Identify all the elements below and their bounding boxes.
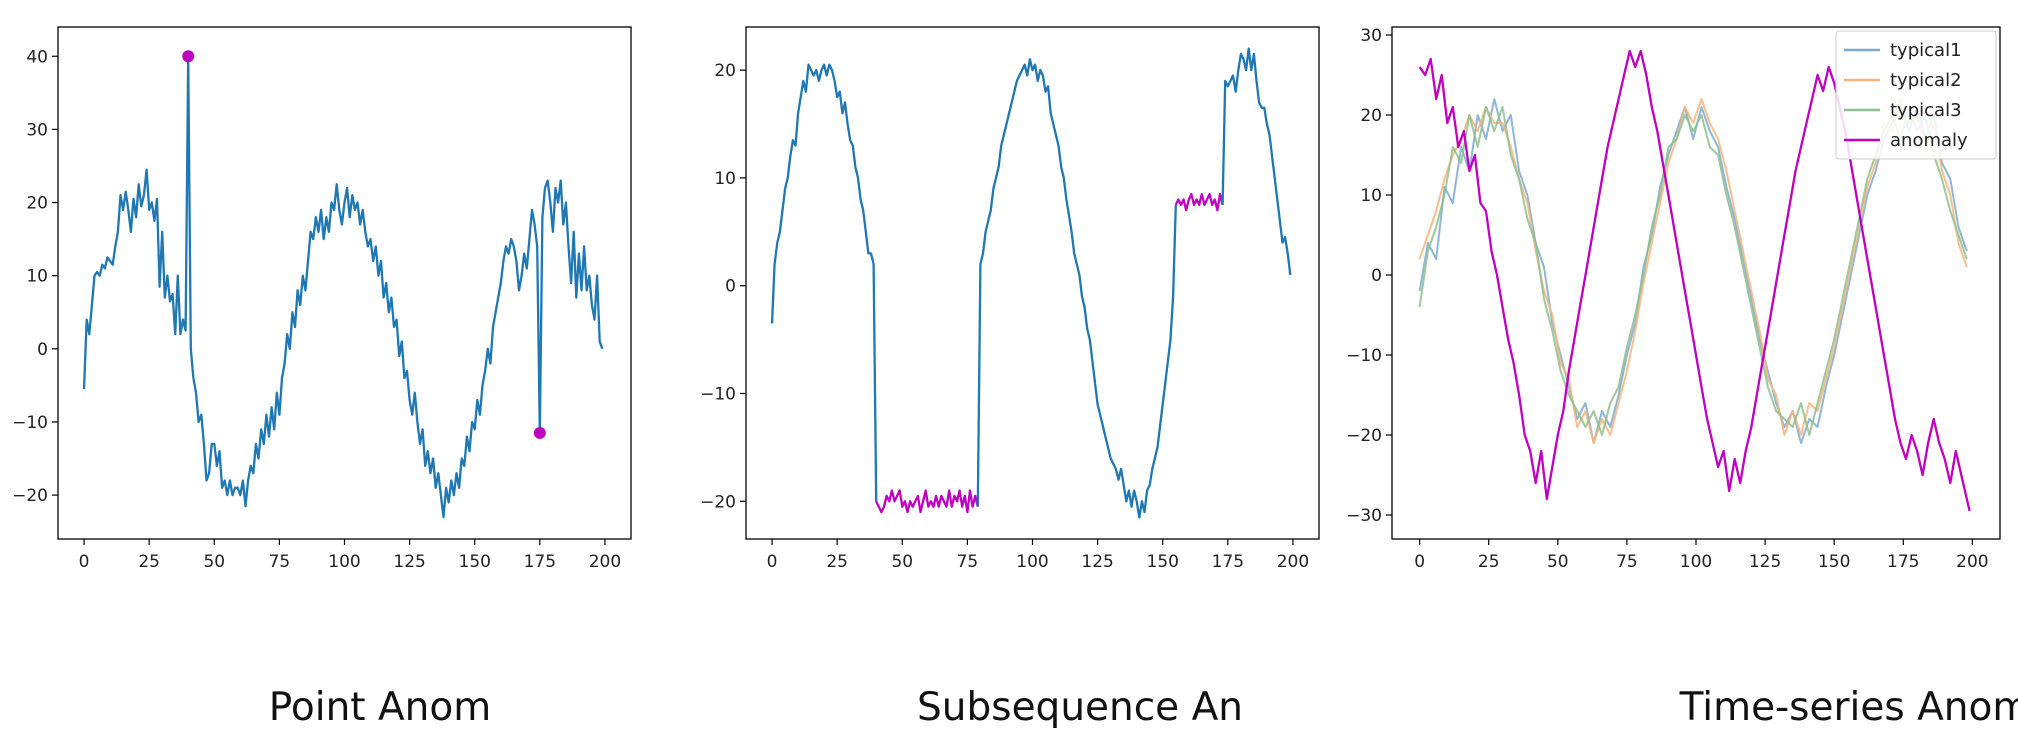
chart-panel-2: 0 25 50 75 100 125 150 175 200 −20 −10 0 10 20 Subsequ… [700,26,1320,730]
legend-label: anomaly [1890,130,1968,151]
x-tick-label: 200 [1277,552,1309,572]
x-tick-label: 0 [79,552,90,572]
anomaly-marker [182,50,195,63]
chart-panel-1: 0 25 50 75 100 125 150 175 200 −20 −10 0 10 20 30 40 Poi… [12,26,632,730]
x-tick-label: 175 [1887,552,1919,572]
series-line-5 [1221,47,1292,276]
legend-label: typical2 [1890,70,1962,91]
y-tick-label: 0 [37,340,48,360]
x-tick-label: 0 [767,552,778,572]
y-tick-label: −20 [12,486,48,506]
x-tick-label: 150 [1818,552,1850,572]
series-line-3 [976,58,1177,519]
series-line-1 [770,63,878,502]
y-tick-label: −30 [1346,506,1382,526]
x-tick-label: 50 [203,552,225,572]
x-tick-label: 125 [1081,552,1113,572]
y-tick-label: 0 [1371,266,1382,286]
series-line-typical1 [1418,98,1968,444]
x-tick-label: 75 [1616,552,1638,572]
x-tick-label: 175 [524,552,556,572]
x-tick-label: 200 [1956,552,1988,572]
x-tick-label: 200 [589,552,621,572]
legend-label: typical3 [1890,100,1962,121]
y-tick-label: −20 [1346,426,1382,446]
x-tick-label: 75 [957,552,979,572]
y-tick-label: 20 [1360,106,1382,126]
x-tick-label: 75 [269,552,291,572]
x-tick-label: 175 [1212,552,1244,572]
y-tick-label: 40 [26,47,48,67]
chart-panel-3: 0 25 50 75 100 125 150 175 200 −30 −20 −10 0 10 20 30 ty… [1346,26,2018,730]
x-tick-label: 50 [891,552,913,572]
legend-label: typical1 [1890,40,1962,61]
chart-caption: Point Anom [269,685,491,730]
y-tick-label: 10 [26,267,48,287]
x-tick-label: 25 [138,552,160,572]
x-tick-label: 100 [1680,552,1712,572]
y-tick-label: 30 [1360,26,1382,46]
y-tick-label: −10 [12,413,48,433]
x-tick-label: 125 [393,552,425,572]
x-tick-label: 0 [1414,552,1425,572]
y-tick-label: 0 [725,277,736,297]
y-tick-label: 30 [26,120,48,140]
x-tick-label: 150 [459,552,491,572]
legend-box [1835,30,1997,160]
x-tick-label: 125 [1749,552,1781,572]
plot-area [57,26,632,540]
plot-area [745,26,1320,540]
y-tick-label: −20 [700,492,736,512]
x-tick-label: 100 [328,552,360,572]
series-line-1 [82,55,604,519]
series-line-anomaly [1418,49,1971,512]
x-tick-label: 100 [1016,552,1048,572]
y-tick-label: 10 [714,169,736,189]
x-tick-label: 150 [1147,552,1179,572]
series-line-typical2 [1418,98,1968,444]
series-line-2 [875,489,979,514]
x-tick-label: 25 [1478,552,1500,572]
y-tick-label: 20 [26,194,48,214]
anomaly-marker [533,426,546,439]
legend: typical1 typical2 typical3 anomaly [1835,30,1997,160]
y-tick-label: −10 [700,384,736,404]
x-tick-label: 50 [1547,552,1569,572]
y-tick-label: 20 [714,61,736,81]
x-tick-label: 25 [826,552,848,572]
series-line-4 [1174,192,1224,212]
y-tick-label: 10 [1360,186,1382,206]
chart-caption: Subsequence An [917,685,1243,730]
chart-caption: Time-series Anom [1679,685,2018,730]
y-tick-label: −10 [1346,346,1382,366]
